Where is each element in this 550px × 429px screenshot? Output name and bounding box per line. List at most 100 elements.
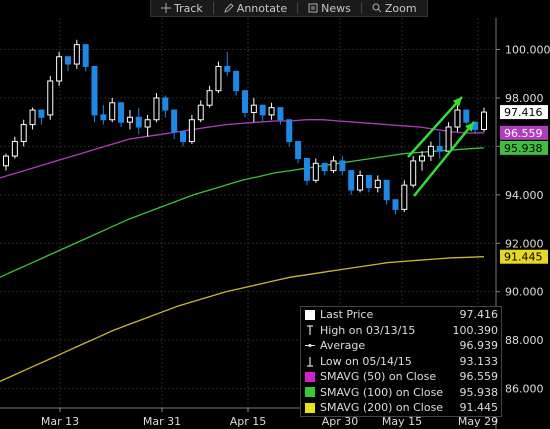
x-tick-label: Mar 13 [41, 415, 79, 428]
high-marker-icon [307, 325, 313, 335]
annotate-button[interactable]: Annotate [220, 2, 291, 15]
legend-value: 93.133 [459, 354, 499, 368]
candle-body [118, 102, 125, 123]
chart-toolbar: Track Annotate News Zoom [150, 0, 428, 17]
trend-arrow-line [413, 121, 475, 197]
x-tick-label: Mar 31 [143, 415, 181, 428]
track-button[interactable]: Track [157, 2, 207, 15]
candle-body [64, 56, 71, 65]
candle-body [126, 116, 133, 123]
sma-line [0, 256, 485, 382]
candle-body [153, 97, 160, 121]
legend-value: 100.390 [452, 323, 499, 337]
candle-body [38, 109, 45, 118]
moving-averages [0, 119, 485, 382]
candle-body [29, 109, 36, 126]
candle-body [427, 145, 434, 157]
price-label-text: 97.416 [504, 106, 543, 119]
search-icon [372, 3, 382, 13]
candle-body [250, 104, 257, 113]
annotate-label: Annotate [236, 1, 288, 15]
candle-body [20, 124, 27, 143]
toolbar-divider [360, 2, 362, 14]
news-icon [308, 3, 318, 13]
y-tick-label: 88.000 [505, 334, 544, 347]
price-label-box [500, 105, 548, 120]
legend-label: Last Price [320, 308, 374, 322]
candle-body [109, 102, 116, 121]
candle-body [348, 170, 355, 191]
candle-body [303, 157, 310, 181]
legend-label: Average [320, 339, 366, 353]
x-tick-label: May 15 [382, 415, 422, 428]
candle-body [242, 90, 248, 113]
candle-body [82, 44, 89, 67]
toolbar-divider [297, 2, 299, 14]
legend-row-sma50: SMAVG (50) on Close 96.559 [301, 369, 501, 385]
magenta-swatch-icon [305, 371, 315, 382]
white-square-icon [305, 309, 315, 320]
candle-body [357, 174, 364, 191]
legend-label: SMAVG (50) on Close [320, 370, 437, 384]
candle-body [312, 162, 319, 181]
legend-row-last-price: Last Price 97.416 [301, 307, 501, 323]
candle-body [295, 141, 302, 159]
legend-label: SMAVG (200) on Close [320, 401, 444, 415]
x-tick-label: Apr 15 [230, 415, 267, 428]
candle-body [56, 56, 63, 82]
candle-body [215, 65, 222, 92]
legend-row-average: Average 96.939 [301, 338, 501, 354]
candle-body [481, 111, 487, 130]
y-tick-label: 98.000 [505, 92, 544, 105]
candle-body [410, 160, 417, 186]
candle-body [321, 162, 328, 172]
candle-body [383, 179, 390, 201]
crosshair-icon [161, 3, 171, 13]
toolbar-divider [212, 2, 214, 14]
y-axis: 100.00098.00096.00094.00092.00090.00088.… [495, 18, 550, 429]
price-label-text: 95.938 [504, 142, 543, 155]
pencil-icon [224, 3, 234, 13]
candle-body [463, 109, 470, 123]
legend-row-sma200: SMAVG (200) on Close 91.445 [301, 400, 501, 416]
candle-body [188, 119, 195, 143]
trend-arrows [407, 96, 475, 197]
track-label: Track [174, 1, 203, 15]
candle-body [392, 199, 399, 210]
sma-line [0, 147, 485, 278]
yellow-swatch-icon [305, 402, 315, 413]
price-label-box [500, 249, 548, 264]
candle-body [286, 119, 293, 143]
candle-body [180, 131, 187, 143]
candle-body [135, 116, 142, 128]
legend-value: 96.559 [459, 370, 499, 384]
legend-value: 96.939 [459, 339, 499, 353]
zoom-button[interactable]: Zoom [368, 2, 421, 15]
legend-row-low: Low on 05/14/15 93.133 [301, 354, 501, 370]
x-tick-label: May 29 [458, 415, 498, 428]
sma-line [0, 119, 485, 179]
low-marker-icon [307, 356, 313, 367]
candle-body [206, 90, 213, 106]
candle-body [339, 160, 346, 172]
legend-label: High on 03/13/15 [320, 323, 416, 337]
candle-body [454, 109, 461, 128]
candlesticks [3, 39, 487, 215]
candle-body [419, 155, 426, 162]
price-label-text: 96.559 [504, 127, 543, 140]
price-label-text: 91.445 [504, 251, 543, 264]
zoom-label: Zoom [384, 1, 417, 15]
trend-arrow-head [464, 122, 474, 132]
candle-body [100, 114, 107, 121]
y-tick-label: 86.000 [505, 383, 544, 396]
candle-body [47, 80, 54, 116]
y-tick-label: 92.000 [505, 237, 544, 250]
candle-body [436, 145, 443, 152]
candle-body [374, 179, 381, 189]
price-label-box [500, 140, 548, 155]
legend-label: SMAVG (100) on Close [320, 385, 444, 399]
candle-body [197, 104, 204, 121]
candle-body [233, 70, 240, 92]
news-button[interactable]: News [304, 2, 355, 15]
candle-body [144, 119, 151, 128]
